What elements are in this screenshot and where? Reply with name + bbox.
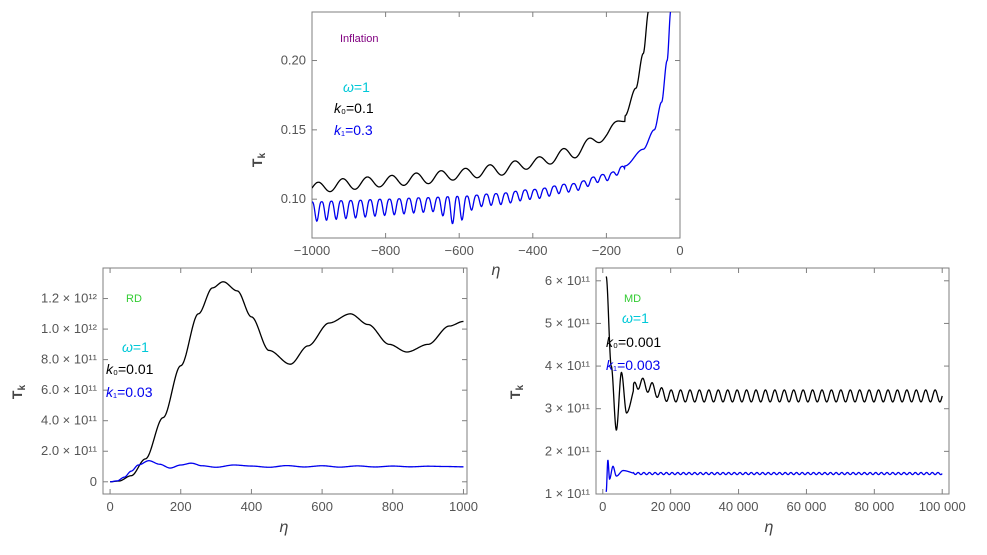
inflation-y-axis-label: Tk [249, 153, 268, 168]
inflation-plot-frame [311, 11, 681, 239]
rd-series-k0-0-01 [110, 281, 464, 483]
rd-annotation-k1: k₁=0.03 [106, 384, 153, 400]
inflation-annotation-k0: k₀=0.1 [334, 100, 374, 116]
md-y-tick-label: 5 × 10¹¹ [545, 315, 591, 330]
inflation-x-tick-label: −800 [371, 243, 400, 258]
md-y-tick-label: 6 × 10¹¹ [545, 273, 591, 288]
rd-x-tick-label: 0 [106, 499, 113, 514]
rd-y-tick-label: 6.0 × 10¹¹ [41, 382, 98, 397]
md-series-k1-0-003 [605, 459, 943, 492]
inflation-x-tick-label: 0 [676, 243, 683, 258]
inflation-x-tick-label: −200 [592, 243, 621, 258]
md-x-tick-label: 60 000 [787, 499, 827, 514]
rd-x-tick-label: 600 [311, 499, 333, 514]
md-panel-title: MD [624, 293, 641, 305]
md-plot-frame [595, 267, 950, 495]
rd-plot-frame [102, 267, 468, 495]
inflation-x-axis-label: η [492, 262, 501, 279]
md-x-tick-label: 80 000 [854, 499, 894, 514]
inflation-y-tick-label: 0.20 [281, 53, 306, 68]
inflation-annotation-k1: k₁=0.3 [334, 122, 373, 138]
inflation-x-tick-label: −1000 [294, 243, 331, 258]
rd-x-tick-label: 200 [170, 499, 192, 514]
rd-x-tick-label: 400 [241, 499, 263, 514]
md-y-tick-label: 2 × 10¹¹ [545, 443, 591, 458]
rd-y-axis-label: Tk [9, 385, 28, 400]
inflation-series-k0-0-1 [312, 12, 649, 193]
rd-y-tick-label: 8.0 × 10¹¹ [41, 352, 98, 367]
md-y-tick-label: 1 × 10¹¹ [545, 486, 591, 501]
inflation-series-k1-0-3 [312, 12, 672, 225]
rd-y-tick-label: 1.0 × 10¹² [41, 321, 98, 336]
md-annotation-k1: k₁=0.003 [606, 357, 660, 373]
rd-y-tick-label: 1.2 × 10¹² [41, 291, 98, 306]
md-x-tick-label: 0 [599, 499, 606, 514]
inflation-y-tick-label: 0.15 [281, 122, 306, 137]
rd-y-tick-label: 4.0 × 10¹¹ [41, 413, 98, 428]
md-x-axis-label: η [765, 519, 774, 536]
md-panel: 0 20 000 40 000 60 000 80 000 100 000 1 × 10¹¹… [507, 267, 966, 536]
rd-y-tick-label: 0 [90, 474, 97, 489]
inflation-x-tick-label: −600 [445, 243, 474, 258]
rd-x-tick-label: 1000 [449, 499, 478, 514]
inflation-x-tick-label: −400 [518, 243, 547, 258]
rd-y-tick-label: 2.0 × 10¹¹ [41, 443, 98, 458]
inflation-y-tick-label: 0.10 [281, 191, 306, 206]
rd-annotation-k0: k₀=0.01 [106, 361, 154, 377]
md-annotation-omega: ω=1 [622, 310, 649, 326]
rd-annotation-omega: ω=1 [122, 339, 149, 355]
inflation-panel: −1000 −800 −600 −400 −200 0 0.10 0.15 0.20 η Tk Inf… [249, 11, 684, 279]
md-series-k0-0-001 [605, 276, 943, 431]
md-x-tick-label: 100 000 [919, 499, 966, 514]
rd-panel: 0 200 400 600 800 1000 0 2.0 × 10¹¹ 4.0 × 10¹¹ 6.… [9, 267, 478, 536]
md-y-axis-label: Tk [507, 385, 526, 400]
md-x-tick-label: 40 000 [719, 499, 759, 514]
rd-panel-title: RD [126, 293, 142, 305]
md-y-tick-label: 3 × 10¹¹ [545, 401, 591, 416]
inflation-annotation-omega: ω=1 [343, 79, 370, 95]
rd-series-k1-0-03 [110, 460, 464, 483]
md-x-tick-label: 20 000 [651, 499, 691, 514]
rd-x-tick-label: 800 [382, 499, 404, 514]
md-annotation-k0: k₀=0.001 [606, 334, 661, 350]
rd-x-axis-label: η [280, 519, 289, 536]
inflation-panel-title: Inflation [340, 33, 379, 45]
md-y-tick-label: 4 × 10¹¹ [545, 358, 591, 373]
